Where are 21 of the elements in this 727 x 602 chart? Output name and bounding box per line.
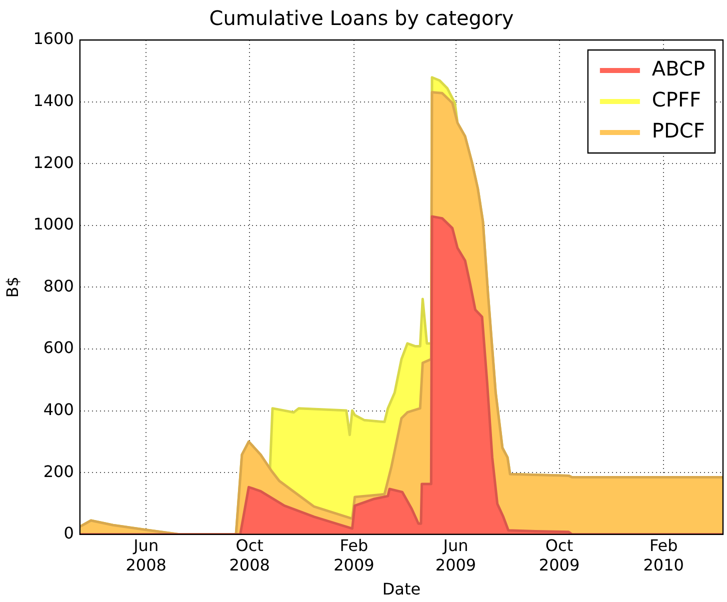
y-tick-label: 0 xyxy=(64,524,74,543)
x-tick-label: Feb 2010 xyxy=(643,536,684,574)
y-tick-label: 1400 xyxy=(33,90,74,110)
y-axis-title: B$ xyxy=(2,276,22,298)
x-tick-label: Jun 2008 xyxy=(126,536,166,574)
legend-label: CPFF xyxy=(652,88,701,112)
legend-label: PDCF xyxy=(652,118,705,143)
y-tick-label: 600 xyxy=(43,338,74,358)
y-tick-label: 400 xyxy=(43,400,74,419)
y-tick-label: 800 xyxy=(43,276,74,296)
x-tick-label: Feb 2009 xyxy=(334,536,374,574)
x-tick-label: Oct 2008 xyxy=(229,536,270,574)
y-tick-label: 200 xyxy=(43,462,74,481)
y-tick-label: 1000 xyxy=(33,214,74,234)
chart-title: Cumulative Loans by category xyxy=(209,6,514,30)
x-axis-title: Date xyxy=(382,580,421,599)
y-tick-label: 1200 xyxy=(33,152,74,172)
legend-label: ABCP xyxy=(652,56,705,81)
y-tick-label: 1600 xyxy=(33,29,74,48)
x-tick-label: Oct 2009 xyxy=(538,536,580,574)
x-tick-label: Jun 2009 xyxy=(435,536,476,574)
